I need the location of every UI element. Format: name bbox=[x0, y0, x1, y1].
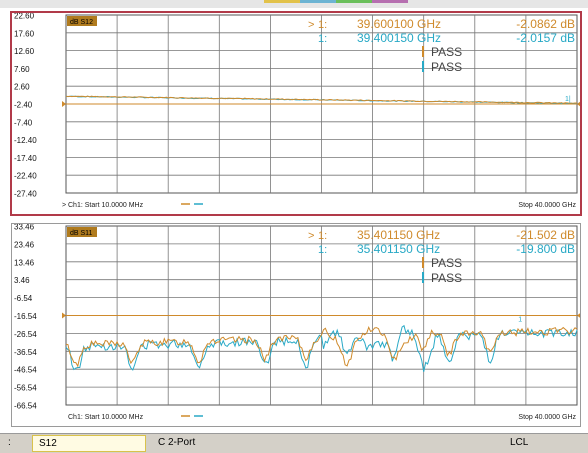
limit-result-label: PASS bbox=[431, 271, 462, 285]
y-tick-label: -12.40 bbox=[14, 136, 37, 145]
tab-color-2[interactable] bbox=[300, 0, 336, 3]
marker-index: 1: bbox=[318, 244, 327, 256]
limit-result-bar bbox=[422, 257, 424, 268]
start-prefix: > bbox=[62, 202, 66, 209]
y-tick-label: 22.60 bbox=[14, 13, 35, 21]
y-tick-label: -2.40 bbox=[14, 101, 33, 110]
tab-color-4[interactable] bbox=[372, 0, 408, 3]
marker-frequency: 35.401150 GHz bbox=[357, 228, 440, 242]
s12-y-tick-labels: 22.60 17.60 12.60 7.60 2.60 -2.40 -7.40 -12.40 -… bbox=[14, 13, 37, 199]
y-tick-label: 23.46 bbox=[14, 240, 35, 249]
y-tick-label: -46.54 bbox=[14, 366, 37, 375]
y-tick-label: 2.60 bbox=[14, 83, 30, 92]
marker-index: 1: bbox=[318, 230, 327, 242]
trace-label: dB S12 bbox=[70, 19, 93, 26]
trace-label: dB S11 bbox=[70, 230, 93, 237]
trace-s11-orange bbox=[65, 325, 578, 368]
status-prefix: : bbox=[8, 437, 11, 448]
s12-reference-line bbox=[62, 101, 580, 107]
marker-index: 1: bbox=[318, 19, 327, 31]
s11-reference-line bbox=[62, 312, 580, 319]
active-trace-box[interactable]: S12 bbox=[32, 435, 146, 452]
s11-plot-svg: 1 33.46 23.46 13.46 3.46 -6.54 -16.54 -26.54 -3… bbox=[14, 224, 580, 421]
limit-result-label: PASS bbox=[431, 256, 462, 270]
stop-frequency-label: Stop 40.0000 GHz bbox=[518, 202, 576, 209]
marker-flag: 1| bbox=[565, 96, 571, 103]
y-tick-label: -6.54 bbox=[14, 294, 33, 303]
y-tick-label: -26.54 bbox=[14, 330, 37, 339]
reference-marker-right bbox=[577, 313, 580, 318]
limit-result-label: PASS bbox=[431, 45, 462, 59]
reference-marker-left bbox=[62, 312, 66, 319]
y-tick-label: 13.46 bbox=[14, 258, 35, 267]
s11-marker-readouts: dB S11 >1: 35.401150 GHz -21.502 dB 1: 35.401… bbox=[67, 227, 576, 421]
y-tick-label: 3.46 bbox=[14, 276, 30, 285]
marker-flag: 1 bbox=[518, 317, 522, 324]
limit-result-bar bbox=[422, 272, 424, 283]
trace-s12-orange bbox=[65, 95, 577, 104]
start-frequency-label: Ch1: Start 10.0000 MHz bbox=[68, 202, 144, 209]
s12-trace-window[interactable]: 1| 22.60 17.60 12.60 7.60 2.60 -2.40 -7.40 -12.… bbox=[10, 11, 582, 216]
y-tick-label: 7.60 bbox=[14, 65, 30, 74]
tab-color-1[interactable] bbox=[264, 0, 300, 3]
reference-marker-left bbox=[62, 101, 66, 107]
y-tick-label: -27.40 bbox=[14, 190, 37, 199]
marker-value: -21.502 dB bbox=[516, 228, 575, 242]
marker-value: -2.0157 dB bbox=[516, 31, 575, 45]
marker-frequency: 35.401150 GHz bbox=[357, 242, 440, 256]
marker-active-arrow: > bbox=[308, 230, 314, 242]
start-frequency-label: Ch1: Start 10.0000 MHz bbox=[68, 414, 144, 421]
marker-value: -19.800 dB bbox=[516, 242, 575, 256]
y-tick-label: -7.40 bbox=[14, 118, 33, 127]
top-toolbar-strip bbox=[0, 0, 588, 8]
active-trace-label: S12 bbox=[39, 438, 57, 449]
y-tick-label: -22.40 bbox=[14, 172, 37, 181]
y-tick-label: 33.46 bbox=[14, 224, 35, 232]
limit-result-label: PASS bbox=[431, 60, 462, 74]
limit-result-bar bbox=[422, 46, 424, 57]
y-tick-label: 12.60 bbox=[14, 47, 35, 56]
s11-y-tick-labels: 33.46 23.46 13.46 3.46 -6.54 -16.54 -26.54 -36.… bbox=[14, 224, 37, 411]
y-tick-label: -36.54 bbox=[14, 348, 37, 357]
trace-label-box bbox=[67, 227, 97, 237]
tab-color-3[interactable] bbox=[336, 0, 372, 3]
s11-traces: 1 bbox=[65, 317, 578, 372]
s12-plot-svg: 1| 22.60 17.60 12.60 7.60 2.60 -2.40 -7.40 -12.… bbox=[14, 13, 580, 209]
stop-frequency-label: Stop 40.0000 GHz bbox=[518, 414, 576, 421]
reference-marker-right bbox=[577, 101, 580, 107]
y-tick-label: 17.60 bbox=[14, 29, 35, 38]
limit-result-bar bbox=[422, 61, 424, 72]
s12-traces: 1| bbox=[65, 95, 577, 105]
marker-frequency: 39.400150 GHz bbox=[357, 31, 441, 45]
marker-value: -2.0862 dB bbox=[516, 17, 575, 31]
local-mode-indicator: LCL bbox=[510, 437, 529, 448]
status-bar: : S12 C 2-Port LCL bbox=[0, 433, 588, 453]
marker-active-arrow: > bbox=[308, 19, 314, 31]
y-tick-label: -66.54 bbox=[14, 402, 37, 411]
y-tick-label: -17.40 bbox=[14, 154, 37, 163]
trace-label-box bbox=[67, 16, 97, 26]
s12-marker-readouts: dB S12 >1: 39.600100 GHz -2.0862 dB 1: 39.400… bbox=[62, 16, 576, 209]
marker-frequency: 39.600100 GHz bbox=[357, 17, 441, 31]
marker-index: 1: bbox=[318, 33, 327, 45]
y-tick-label: -56.54 bbox=[14, 384, 37, 393]
s11-trace-window[interactable]: 1 33.46 23.46 13.46 3.46 -6.54 -16.54 -26.54 -3… bbox=[11, 223, 581, 427]
y-tick-label: -16.54 bbox=[14, 312, 37, 321]
calibration-status: C 2-Port bbox=[158, 437, 196, 448]
